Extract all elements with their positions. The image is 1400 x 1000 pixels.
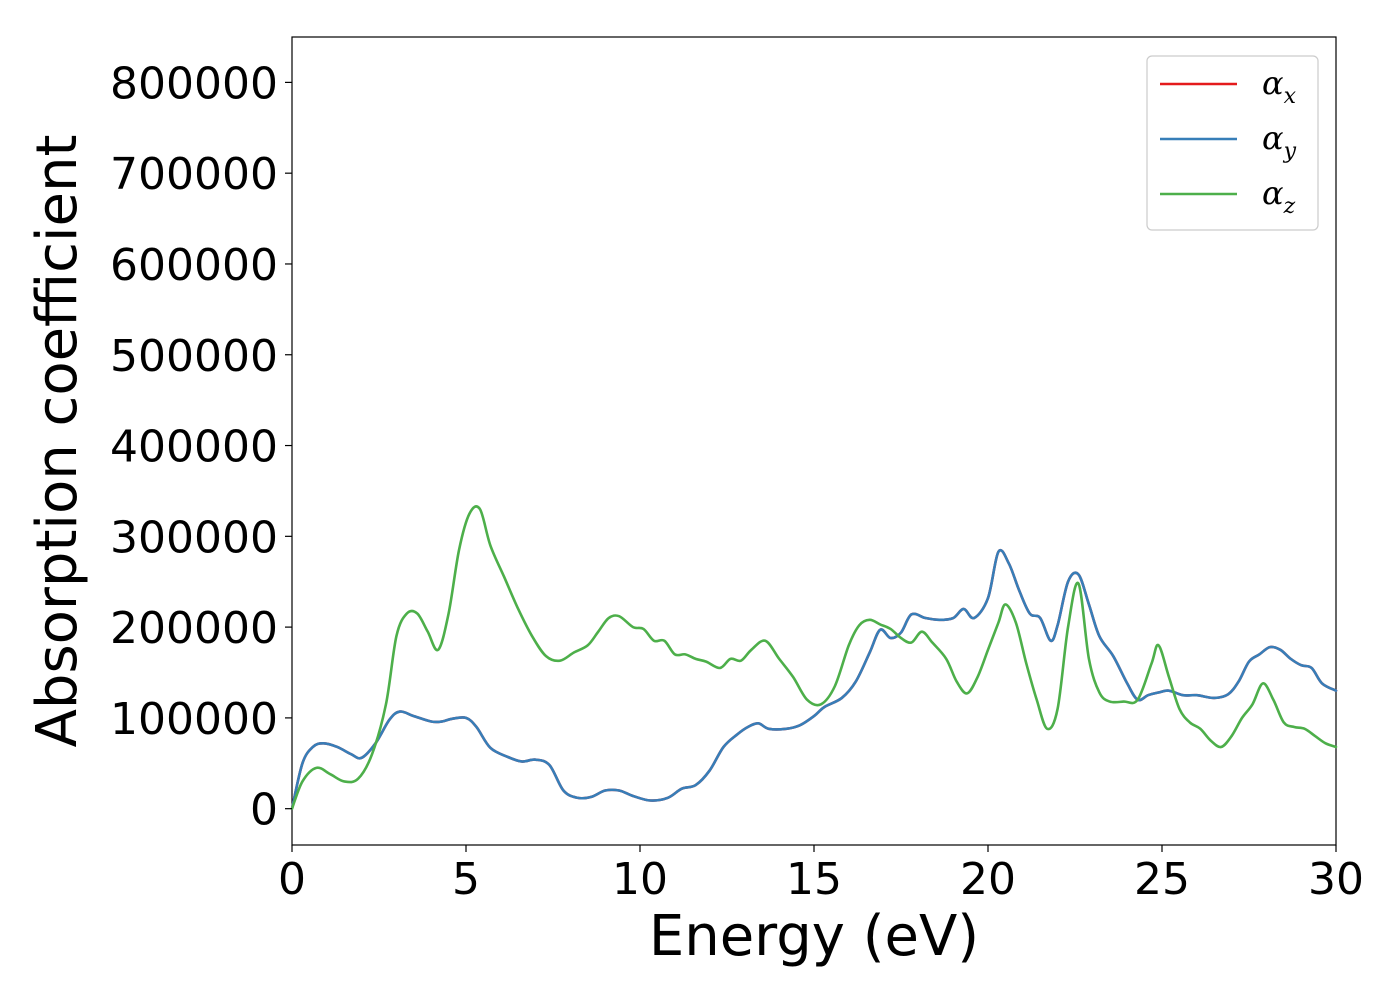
y-axis: 0 100000 200000 300000 400000 500000 600000 700… (110, 58, 292, 836)
x-tick-label: 30 (1308, 854, 1364, 905)
y-tick-label: 400000 (110, 422, 278, 473)
legend-frame (1146, 55, 1319, 231)
series-layer (290, 505, 1338, 810)
legend-label-z: αz (1262, 174, 1296, 219)
x-axis: 0 5 10 15 20 25 30 (278, 845, 1364, 905)
y-tick-label: 300000 (110, 512, 278, 563)
y-tick-label: 100000 (110, 694, 278, 745)
y-tick-label: 600000 (110, 240, 278, 291)
x-tick-label: 5 (452, 854, 480, 905)
legend: αx αy αz (1146, 55, 1319, 231)
series-line-y (290, 548, 1338, 810)
x-tick-label: 10 (612, 854, 668, 905)
legend-label-x: αx (1262, 64, 1297, 109)
y-tick-label: 500000 (110, 331, 278, 382)
y-tick-label: 200000 (110, 603, 278, 654)
x-axis-title: Energy (eV) (649, 904, 979, 969)
y-axis-title: Absorption coefficient (25, 135, 90, 748)
x-tick-label: 25 (1134, 854, 1190, 905)
y-tick-label: 0 (250, 785, 278, 836)
x-tick-label: 20 (960, 854, 1016, 905)
y-tick-label: 800000 (110, 58, 278, 109)
x-tick-label: 0 (278, 854, 306, 905)
x-tick-label: 15 (786, 854, 842, 905)
y-tick-label: 700000 (110, 149, 278, 200)
legend-label-y: αy (1262, 119, 1297, 164)
series-line-z (290, 505, 1338, 810)
